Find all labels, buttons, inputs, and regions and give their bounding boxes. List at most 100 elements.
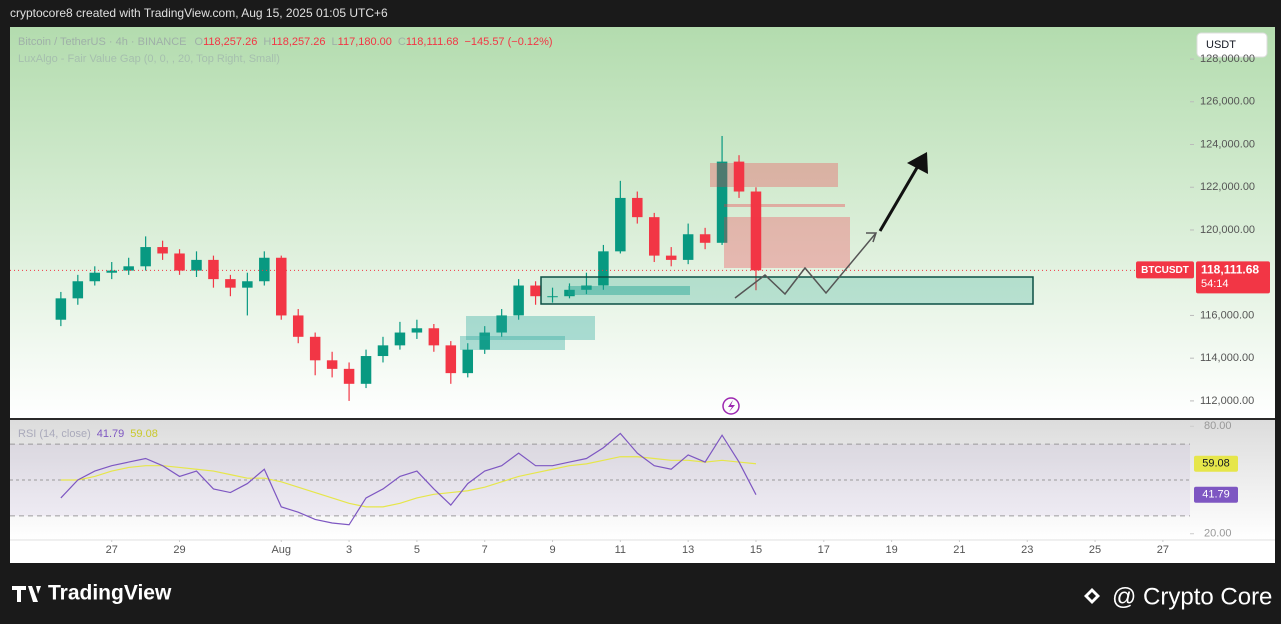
x-tick-label: 19 — [885, 544, 897, 556]
price-tag — [1196, 261, 1270, 294]
currency[interactable]: USDT — [1206, 39, 1236, 51]
credit: cryptocore8 created with TradingView.com… — [10, 6, 388, 20]
x-tick-label: 23 — [1021, 544, 1033, 556]
rsi-title: RSI (14, close) — [18, 428, 91, 440]
y-tick-label: 80.00 — [1204, 420, 1232, 432]
candle-body — [191, 259, 202, 271]
candle-body — [411, 328, 423, 333]
fvg-box — [568, 286, 690, 295]
currency-button[interactable] — [1196, 32, 1268, 58]
projection-path — [734, 232, 877, 299]
candle-body — [615, 197, 626, 252]
candle-body — [106, 270, 117, 273]
y-tick-label: 114,000.00 — [1200, 352, 1254, 364]
main-legend: Bitcoin / TetherUS · 4h · BINANCE O 118,25… — [18, 36, 553, 48]
candle-body — [242, 281, 253, 288]
candle-body — [530, 285, 541, 297]
tv-logo — [12, 586, 41, 602]
x-tick-label: 13 — [682, 544, 694, 556]
symbol-tag — [1136, 261, 1194, 279]
candle-body — [343, 368, 355, 384]
candle-body — [276, 257, 287, 316]
symbol: Bitcoin / TetherUS · 4h · BINANCE — [18, 36, 187, 48]
ohlc-value: 118,257.26 — [271, 36, 325, 48]
candle-body — [326, 360, 338, 369]
target-arrow — [878, 165, 920, 232]
candle-body — [699, 234, 711, 243]
last-price: 118,111.68 — [1201, 262, 1259, 276]
candle-body — [157, 247, 168, 254]
y-tick-label: 124,000.00 — [1200, 138, 1255, 150]
candle-body — [309, 336, 321, 361]
ohlc-key: C — [398, 36, 406, 48]
x-tick-label: 11 — [615, 544, 626, 556]
target-arrowhead — [907, 152, 928, 174]
rsi-line — [60, 432, 757, 526]
x-tick-label: 21 — [953, 544, 965, 556]
author-icon — [1084, 588, 1100, 604]
author: @ Crypto Core — [1112, 583, 1272, 610]
candle-body — [716, 161, 728, 243]
value-tag-label: 41.79 — [1202, 489, 1230, 501]
candle-body — [547, 296, 558, 298]
value-tag — [1194, 455, 1238, 472]
indicator-legend: LuxAlgo - Fair Value Gap (0, 0, , 20, To… — [18, 53, 280, 65]
x-tick-label: 7 — [482, 544, 488, 556]
ohlc-key: L — [332, 36, 338, 48]
candle-body — [428, 328, 440, 346]
candle-body — [360, 356, 372, 384]
x-tick-label: Aug — [271, 544, 291, 556]
fvg-box — [460, 336, 565, 350]
y-tick-label: 20.00 — [1204, 528, 1232, 540]
y-tick-label: 116,000.00 — [1200, 309, 1254, 321]
projection-arrowhead — [866, 232, 878, 243]
fvg-box — [466, 316, 595, 340]
countdown: 54:14 — [1201, 278, 1229, 290]
rsi-line — [60, 456, 757, 508]
candle-body — [479, 332, 490, 350]
event-icon — [728, 400, 735, 412]
candle-body — [445, 345, 457, 374]
candle-body — [377, 345, 389, 357]
ohlc-value: 118,111.68 — [406, 36, 459, 48]
rsi-value: 41.79 — [97, 428, 125, 440]
candle-body — [682, 234, 694, 260]
rsi-value: 59.08 — [130, 428, 158, 440]
fvg-box — [710, 163, 838, 187]
y-tick-label: 120,000.00 — [1200, 224, 1255, 236]
y-tick-label: 128,000.00 — [1200, 53, 1255, 65]
candle-body — [225, 279, 236, 288]
candle-body — [750, 191, 762, 271]
candle-body — [89, 272, 101, 282]
candle-body — [581, 285, 592, 290]
drawings — [460, 152, 1034, 415]
ohlc-key: O — [195, 36, 204, 48]
candle-body — [259, 257, 270, 282]
brand: TradingView — [48, 582, 172, 605]
candle-body — [462, 349, 474, 374]
value-tag — [1194, 486, 1238, 503]
candle-body — [598, 251, 609, 286]
main-pane — [10, 27, 1190, 418]
x-tick-label: 9 — [549, 544, 555, 556]
candle-body — [123, 266, 134, 271]
price-axis-bg — [1190, 27, 1275, 418]
candle-body — [208, 259, 219, 280]
candle-body — [394, 332, 406, 346]
fvg-box — [724, 217, 850, 268]
candle-body — [632, 197, 643, 218]
footer-bar — [0, 563, 1281, 624]
symbol-label: BTCUSDT — [1141, 265, 1189, 276]
x-tick-label: 17 — [818, 544, 830, 556]
candle-body — [72, 281, 84, 299]
candle-body — [140, 247, 151, 267]
candle-body — [564, 289, 575, 297]
candle-body — [496, 315, 507, 333]
candle-body — [174, 253, 185, 271]
change: −145.57 (−0.12%) — [464, 36, 552, 48]
candle-body — [513, 285, 524, 316]
ohlc-key: H — [263, 36, 271, 48]
x-tick-label: 27 — [106, 544, 118, 556]
x-tick-label: 5 — [414, 544, 420, 556]
candle-body — [733, 161, 745, 192]
